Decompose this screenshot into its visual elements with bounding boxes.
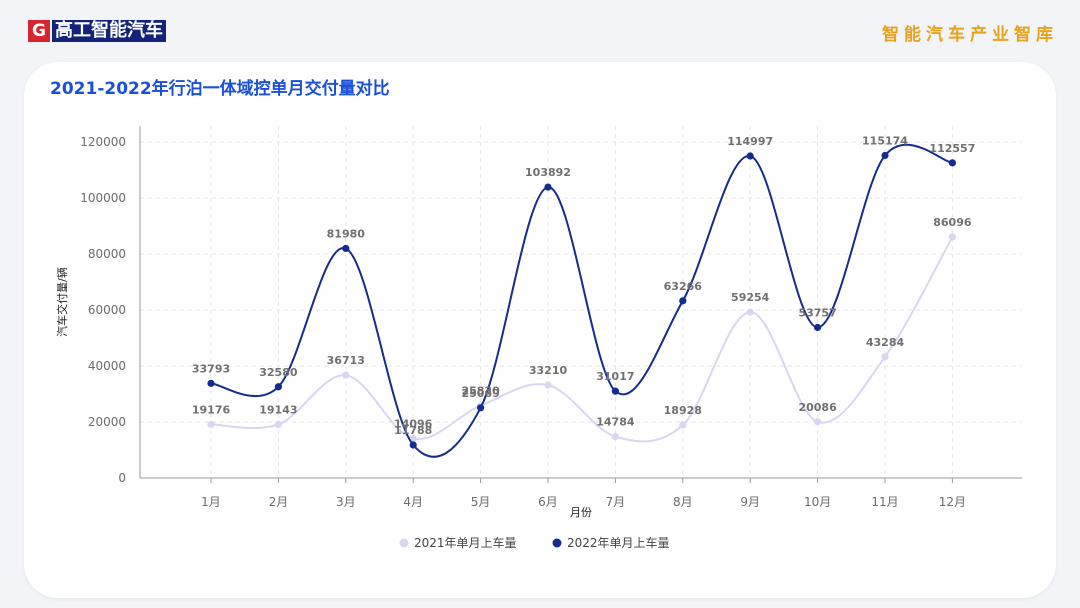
top-bar: G 高工智能汽车 智能汽车产业智库 — [0, 0, 1080, 60]
data-point — [409, 441, 417, 449]
x-axis-title: 月份 — [570, 506, 592, 519]
data-point — [544, 183, 552, 191]
data-label: 31017 — [596, 370, 634, 383]
data-point — [679, 421, 687, 429]
legend-marker — [552, 538, 562, 548]
data-label: 25069 — [461, 387, 499, 400]
data-label: 86096 — [933, 216, 972, 229]
data-label: 33793 — [192, 362, 230, 375]
x-tick-label: 12月 — [939, 495, 966, 509]
x-tick-label: 2月 — [269, 495, 289, 509]
x-tick-label: 3月 — [336, 495, 356, 509]
data-label: 112557 — [929, 142, 975, 155]
data-label: 103892 — [525, 166, 571, 179]
x-tick-label: 4月 — [403, 495, 423, 509]
legend-label: 2021年单月上车量 — [414, 535, 517, 550]
chart-card — [24, 62, 1056, 598]
data-label: 114997 — [727, 135, 773, 148]
data-point — [274, 420, 282, 428]
data-point — [409, 434, 417, 443]
legend-marker — [399, 538, 409, 548]
data-point — [948, 159, 957, 167]
data-point — [274, 383, 282, 391]
data-point — [881, 353, 889, 361]
x-tick-label: 11月 — [871, 495, 898, 509]
data-point — [814, 418, 822, 426]
data-label: 11788 — [394, 424, 432, 437]
data-point — [611, 387, 620, 395]
data-label: 59254 — [731, 291, 770, 304]
x-tick-label: 6月 — [538, 495, 558, 509]
data-point — [746, 152, 754, 160]
data-point — [342, 244, 350, 253]
x-tick-label: 1月 — [201, 495, 221, 509]
y-tick-label: 60000 — [88, 303, 126, 317]
legend: 2021年单月上车量 2022年单月上车量 — [399, 535, 670, 550]
data-point — [611, 433, 620, 441]
y-tick-label: 100000 — [80, 191, 126, 205]
x-tick-label: 10月 — [804, 495, 831, 509]
data-label: 115174 — [862, 135, 908, 148]
data-label: 32580 — [259, 366, 298, 379]
y-tick-label: 40000 — [88, 359, 126, 373]
data-label: 20086 — [798, 401, 837, 414]
data-label: 14096 — [394, 418, 433, 431]
y-tick-label: 120000 — [80, 135, 126, 149]
x-tick-label: 5月 — [471, 495, 491, 509]
data-point — [342, 371, 350, 379]
data-point — [477, 404, 485, 412]
data-point — [881, 151, 889, 160]
brand-logo: G 高工智能汽车 — [28, 17, 166, 45]
series-line-2021 — [210, 236, 954, 443]
y-tick-label: 0 — [118, 471, 126, 485]
data-label: 33210 — [529, 364, 568, 377]
data-label: 81980 — [327, 227, 366, 240]
data-label: 36713 — [327, 354, 365, 367]
axes: 0 20000 40000 60000 80000 100000 120000 1月 2月 3月 4… — [80, 126, 1022, 509]
x-tick-label: 8月 — [673, 495, 693, 509]
chart-title: 2021-2022年行泊一体域控单月交付量对比 — [50, 79, 390, 99]
data-point — [544, 381, 552, 389]
x-tick-label: 7月 — [606, 495, 626, 509]
y-tick-label: 20000 — [88, 415, 126, 429]
data-label: 53757 — [798, 306, 836, 319]
data-point — [207, 420, 215, 428]
data-point — [948, 233, 957, 241]
data-label: 63266 — [664, 280, 703, 293]
logo-name: 高工智能汽车 — [52, 20, 166, 42]
data-label: 18928 — [664, 404, 702, 417]
x-tick-label: 9月 — [740, 495, 760, 509]
data-point — [679, 297, 687, 305]
data-point — [207, 379, 215, 387]
y-axis-title: 汽车交付量/辆 — [55, 267, 69, 337]
series-lines — [207, 143, 957, 458]
logo-mark: G — [28, 20, 50, 42]
grid-lines — [140, 126, 1022, 478]
data-label: 43284 — [866, 336, 905, 349]
data-point — [814, 323, 822, 332]
data-point — [746, 308, 754, 316]
brand-tagline: 智能汽车产业智库 — [882, 25, 1058, 45]
legend-label: 2022年单月上车量 — [567, 535, 670, 550]
y-tick-label: 80000 — [88, 247, 126, 261]
data-label: 25830 — [461, 385, 500, 398]
data-label: 14784 — [596, 416, 635, 429]
data-label: 19176 — [192, 403, 231, 416]
data-label: 19143 — [259, 403, 297, 416]
data-labels: 19176 19143 36713 14096 25830 33210 14784 18928… — [192, 135, 976, 437]
